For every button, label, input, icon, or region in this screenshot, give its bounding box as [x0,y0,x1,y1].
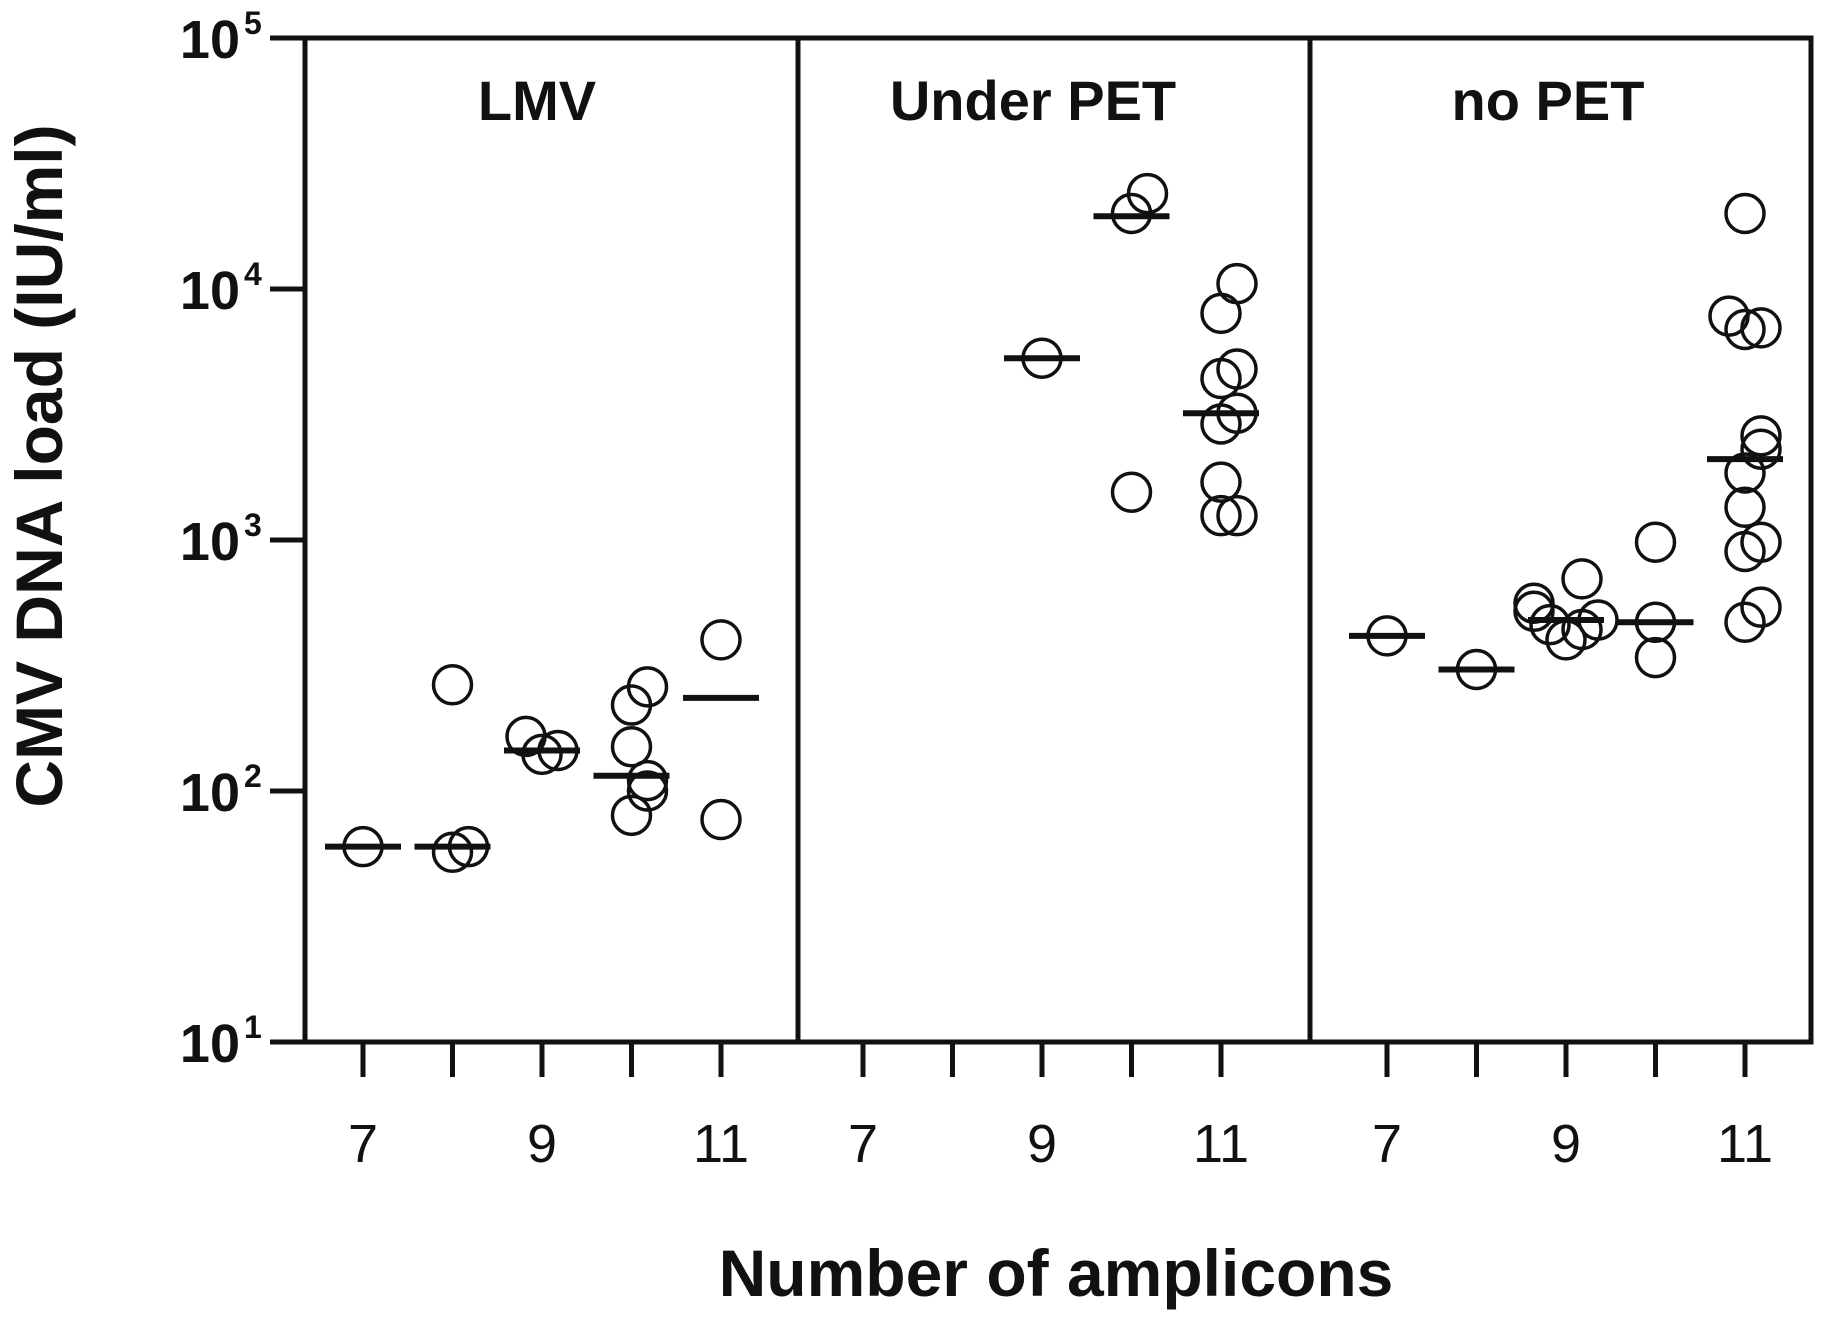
data-point [1708,295,1750,337]
panel-frame-2 [795,35,1313,1045]
x-tick-label: 7 [1372,1114,1402,1174]
data-point [610,726,653,768]
x-tick-label: 11 [693,1114,749,1174]
data-point [431,831,474,874]
x-tick-label: 9 [1027,1114,1057,1174]
data-point [1740,415,1782,457]
x-axis-ticks [360,1042,1748,1077]
data-point [1126,172,1169,215]
data-point [1200,494,1242,537]
y-tick-exponent: 2 [244,758,262,794]
panel-frame-3 [1307,35,1814,1045]
panel-title: no PET [1452,69,1645,132]
data-point [626,770,669,812]
y-axis-title: CMV DNA load (IU/ml) [2,124,76,807]
data-point [1724,486,1766,529]
x-tick-label: 7 [348,1114,378,1174]
panel-frame-1 [302,35,801,1045]
data-point [1724,192,1766,235]
data-point [505,715,547,758]
y-tick-label: 10 [180,10,240,70]
x-axis-tick-labels: 7 9 11 7 9 11 7 9 11 [348,1114,1773,1174]
data-point [1561,558,1603,600]
data-point [1216,348,1258,390]
median-lines [325,213,1783,850]
y-tick-exponent: 1 [244,1009,262,1045]
panel-title: LMV [478,69,596,132]
data-point [1634,636,1677,679]
data-point [610,794,653,837]
panel-title: Under PET [890,69,1176,132]
y-tick-exponent: 4 [244,256,262,292]
data-point [626,666,669,708]
x-tick-label: 9 [1551,1114,1581,1174]
x-tick-label: 9 [527,1114,557,1174]
x-axis-title: Number of amplicons [719,1236,1394,1310]
data-point [1634,521,1677,563]
x-tick-label: 7 [848,1114,878,1174]
data-point [1724,308,1766,351]
data-point [1724,452,1766,494]
data-point [1216,262,1258,305]
y-tick-exponent: 5 [244,5,262,41]
y-tick-label: 10 [180,512,240,572]
panel-titles: LMV Under PET no PET [478,69,1645,132]
data-point [1740,586,1782,628]
y-axis-ticks [270,35,305,1045]
plot-frames [302,35,1814,1045]
y-tick-exponent: 3 [244,507,262,543]
data-point [1216,494,1258,537]
data-point [431,664,474,706]
data-point [626,759,669,802]
data-points [342,172,1782,874]
y-tick-label: 10 [180,763,240,823]
x-tick-label: 11 [1717,1114,1773,1174]
y-tick-label: 10 [180,261,240,321]
data-point [1513,590,1555,633]
data-point [1200,461,1242,503]
data-point [700,798,742,841]
data-point [1529,603,1571,646]
data-point [1740,428,1782,470]
data-point [1200,292,1242,335]
x-tick-label: 11 [1193,1114,1249,1174]
data-point [700,619,742,661]
data-point [1740,521,1782,563]
data-point [1724,601,1766,644]
y-tick-label: 10 [180,1014,240,1074]
data-point [1110,471,1153,513]
